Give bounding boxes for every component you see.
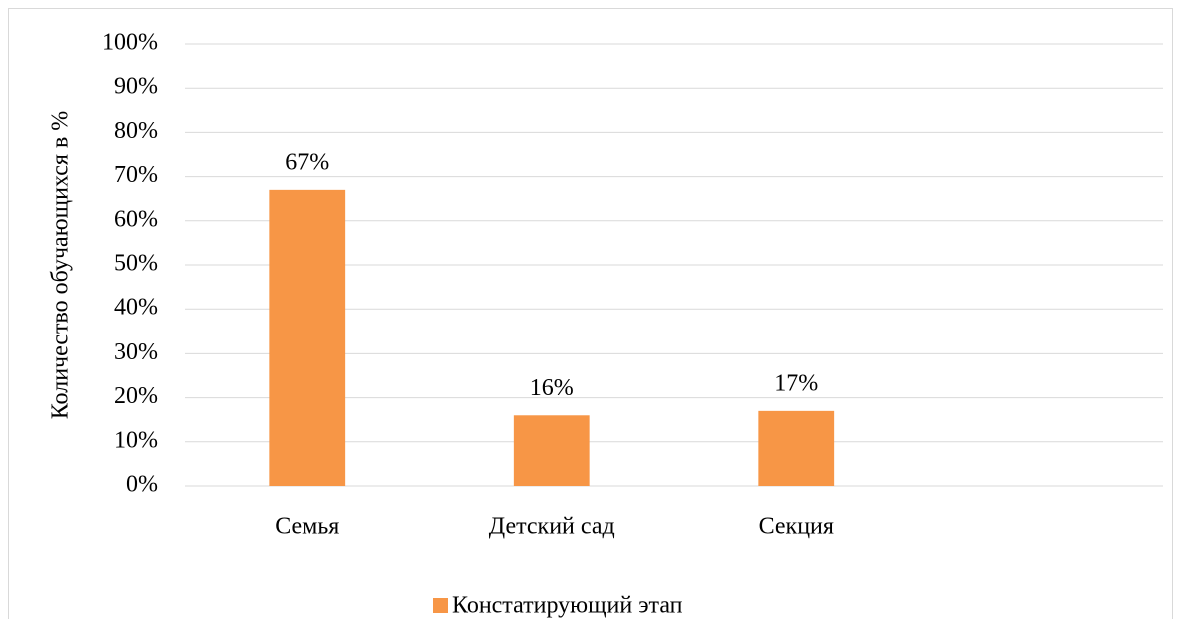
y-axis-title: Количество обучающихся в % [48, 111, 74, 420]
y-tick-label: 70% [114, 162, 158, 188]
y-tick-label: 60% [114, 206, 158, 232]
bar [269, 189, 346, 487]
data-label: 16% [530, 375, 574, 401]
legend-label: Констатирующий этап [452, 593, 683, 619]
bar [758, 410, 835, 486]
y-tick-label: 20% [114, 383, 158, 409]
y-tick-label: 40% [114, 295, 158, 321]
y-tick-label: 10% [114, 427, 158, 453]
y-tick-label: 30% [114, 339, 158, 365]
data-label: 67% [285, 149, 329, 175]
y-tick-label: 50% [114, 251, 158, 277]
x-tick-label: Детский сад [489, 514, 615, 540]
x-tick-label: Секция [759, 514, 834, 540]
legend-swatch [433, 598, 448, 613]
y-tick-label: 0% [126, 472, 158, 498]
x-tick-label: Семья [275, 514, 339, 540]
bar [513, 415, 590, 486]
y-tick-label: 80% [114, 118, 158, 144]
data-label: 17% [774, 370, 818, 396]
chart-frame [8, 8, 1173, 619]
y-tick-label: 90% [114, 74, 158, 100]
y-tick-label: 100% [102, 30, 158, 56]
